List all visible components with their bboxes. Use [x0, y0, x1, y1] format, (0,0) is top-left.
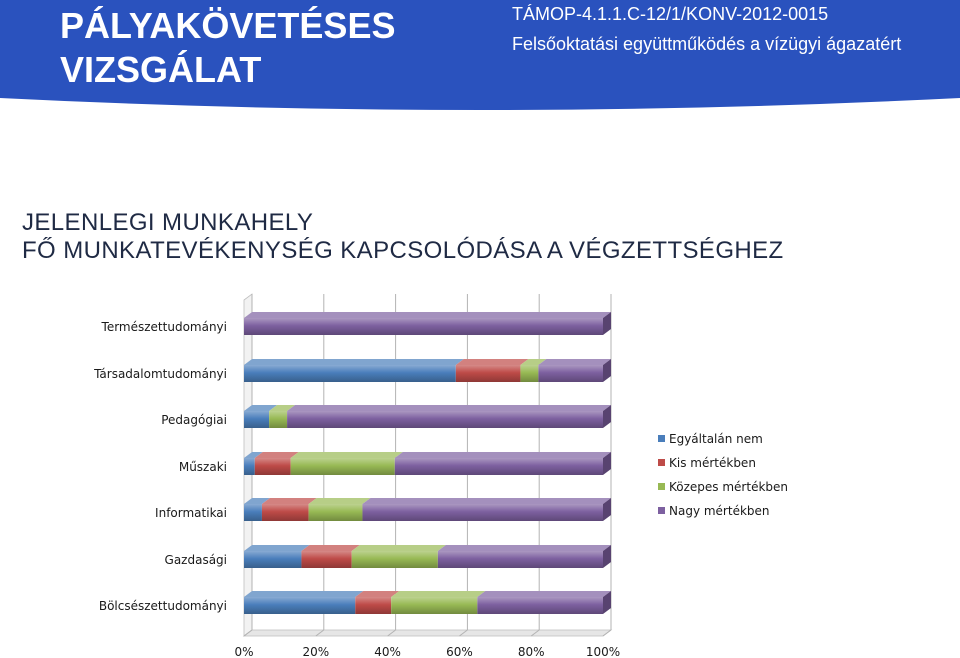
- bar-segment: [477, 597, 603, 614]
- bar-segment: [254, 458, 291, 475]
- bar-segment-top: [437, 545, 611, 551]
- category-label: Társadalomtudományi: [93, 367, 227, 381]
- bar-segment: [520, 365, 539, 382]
- header-banner: PÁLYAKÖVETÉSES VIZSGÁLAT TÁMOP-4.1.1.C-1…: [0, 0, 960, 112]
- bar-segment: [244, 458, 255, 475]
- category-label: Természettudományi: [101, 320, 227, 334]
- bar-end-cap: [603, 359, 611, 382]
- gridline-floor: [602, 629, 612, 637]
- bar-segment: [355, 597, 392, 614]
- bar-segment: [308, 504, 363, 521]
- bar-segment-top: [244, 591, 364, 597]
- chart-floor: [242, 629, 613, 637]
- category-label: Pedagógiai: [161, 413, 227, 427]
- legend-swatch: [658, 483, 665, 490]
- chart-legend: Egyáltalán nem Kis mértékben Közepes mérté…: [658, 432, 788, 518]
- x-tick-label: 20%: [302, 645, 329, 658]
- bar-segment-top: [520, 359, 547, 365]
- bar-segment-top: [244, 545, 310, 551]
- bar-segment: [455, 365, 521, 382]
- bar-segment-top: [244, 405, 278, 411]
- gridline-floor: [243, 629, 253, 637]
- bar-segment: [261, 504, 309, 521]
- project-description: Felsőoktatási együttműködés a vízügyi ág…: [512, 34, 902, 54]
- legend-label: Nagy mértékben: [669, 504, 770, 518]
- section-title: JELENLEGI MUNKAHELY FŐ MUNKATEVÉKENYSÉG …: [22, 209, 784, 265]
- category-label: Informatikai: [155, 506, 227, 520]
- bar-segment: [290, 458, 395, 475]
- bar-segment-top: [394, 452, 611, 458]
- bar-segment-top: [391, 591, 486, 597]
- bar-end-cap: [603, 452, 611, 475]
- bar-segment-top: [244, 452, 263, 458]
- bar-segment-top: [290, 452, 403, 458]
- bar-segment: [391, 597, 478, 614]
- gridline-floor: [530, 629, 540, 637]
- bar-segment-top: [287, 405, 611, 411]
- bar-segment: [269, 411, 288, 428]
- legend-swatch: [658, 507, 665, 514]
- bar-segment: [362, 504, 603, 521]
- bar-segment: [301, 551, 352, 568]
- project-code: TÁMOP-4.1.1.C-12/1/KONV-2012-0015: [512, 4, 829, 24]
- bar-end-cap: [603, 545, 611, 568]
- bar-segment-top: [254, 452, 299, 458]
- gridline-floor: [387, 629, 396, 637]
- bar-segment-top: [301, 545, 360, 551]
- bar-segment: [287, 411, 603, 428]
- section-title-line2: FŐ MUNKATEVÉKENYSÉG KAPCSOLÓDÁSA A VÉGZE…: [22, 237, 784, 264]
- category-label: Műszaki: [179, 460, 227, 474]
- header-background: [0, 0, 960, 110]
- category-label: Bölcsészettudományi: [99, 599, 227, 613]
- bar-segment: [244, 318, 603, 335]
- bar-segment-top: [244, 312, 611, 318]
- bar-segment-top: [455, 359, 529, 365]
- bar-segment-top: [244, 498, 270, 504]
- x-tick-label: 100%: [586, 645, 620, 658]
- bar-end-cap: [603, 405, 611, 428]
- bar-segment: [244, 597, 356, 614]
- bar-segment-top: [244, 359, 464, 365]
- bar-segment: [351, 551, 438, 568]
- bar-segment-top: [355, 591, 400, 597]
- bar-segment-top: [261, 498, 317, 504]
- main-title: PÁLYAKÖVETÉSES VIZSGÁLAT: [60, 4, 480, 92]
- legend-swatch: [658, 435, 665, 442]
- legend-swatch: [658, 459, 665, 466]
- x-tick-label: 80%: [518, 645, 545, 658]
- bar-segment: [244, 411, 270, 428]
- x-tick-label: 0%: [234, 645, 253, 658]
- bar-segment: [244, 551, 302, 568]
- main-title-line2: VIZSGÁLAT: [60, 49, 262, 90]
- bar-segment-top: [308, 498, 371, 504]
- legend-label: Közepes mértékben: [669, 480, 788, 494]
- bar-segment: [394, 458, 603, 475]
- section-title-line1: JELENLEGI MUNKAHELY: [22, 209, 314, 236]
- gridline-floor: [315, 629, 325, 637]
- gridline-floor: [459, 629, 468, 637]
- legend-label: Egyáltalán nem: [669, 432, 763, 446]
- bar-segment: [244, 504, 262, 521]
- legend-label: Kis mértékben: [669, 456, 756, 470]
- x-tick-label: 40%: [374, 645, 401, 658]
- category-label: Gazdasági: [165, 553, 227, 567]
- bar-segment-top: [362, 498, 611, 504]
- bar-segment-top: [269, 405, 296, 411]
- bar-segment: [538, 365, 603, 382]
- x-tick-label: 60%: [446, 645, 473, 658]
- bar-end-cap: [603, 312, 611, 335]
- bar-segment: [437, 551, 603, 568]
- bar-end-cap: [603, 498, 611, 521]
- main-title-line1: PÁLYAKÖVETÉSES: [60, 5, 396, 46]
- bar-segment-top: [351, 545, 446, 551]
- bar-segment-top: [538, 359, 611, 365]
- bar-segment: [244, 365, 456, 382]
- bar-end-cap: [603, 591, 611, 614]
- bar-segment-top: [477, 591, 611, 597]
